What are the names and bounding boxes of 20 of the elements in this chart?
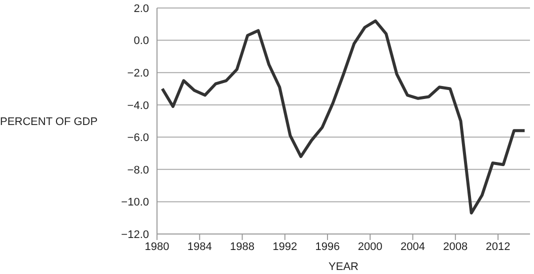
y-tick-label: −6.0 — [127, 132, 149, 144]
y-tick-label: −10.0 — [121, 196, 149, 209]
x-tick-label: 2000 — [358, 240, 382, 253]
x-tick-label: 2004 — [400, 240, 426, 253]
x-tick-label: 1988 — [230, 240, 254, 253]
y-tick-label: 0.0 — [134, 35, 149, 48]
x-tick-label: 1992 — [272, 240, 298, 253]
x-tick-label: 2012 — [486, 240, 510, 253]
x-tick-label: 1984 — [187, 240, 212, 253]
x-tick-label: 2008 — [443, 240, 468, 253]
y-tick-label: 2.0 — [134, 2, 149, 15]
x-tick-label: 1980 — [144, 240, 170, 253]
y-tick-label: −8.0 — [127, 164, 149, 176]
x-axis-title: YEAR — [328, 261, 359, 273]
y-tick-label: −2.0 — [127, 67, 149, 80]
y-axis-title: PERCENT OF GDP — [0, 116, 98, 128]
line-series — [160, 19, 526, 215]
y-tick-label: −12.0 — [121, 228, 149, 241]
y-tick-label: −4.0 — [127, 100, 149, 112]
x-tick-label: 1996 — [315, 240, 340, 253]
